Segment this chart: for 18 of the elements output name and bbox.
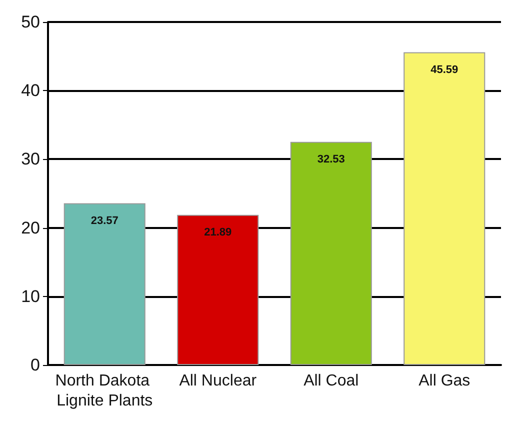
- y-tick-label: 10: [21, 286, 40, 306]
- bar: [404, 52, 486, 365]
- x-tick-label: All Gas: [418, 372, 470, 390]
- data-label: 23.57: [90, 214, 118, 227]
- bar: [290, 142, 372, 365]
- x-tick-label: All Coal: [304, 372, 359, 390]
- y-tick-label: 30: [21, 150, 40, 169]
- x-tick-label: All Nuclear: [179, 372, 258, 390]
- data-label: 32.53: [317, 153, 345, 166]
- y-tick-label: 50: [21, 12, 40, 32]
- bar: [177, 214, 259, 365]
- y-tick-label: 20: [21, 218, 40, 238]
- data-label: 21.89: [204, 226, 232, 238]
- x-tick-label: North Dakota Lignite Plants: [55, 372, 154, 410]
- y-tick-label: 40: [21, 81, 40, 100]
- y-tick-label: 0: [30, 356, 40, 374]
- bar: [64, 203, 146, 365]
- data-label: 45.59: [430, 64, 458, 76]
